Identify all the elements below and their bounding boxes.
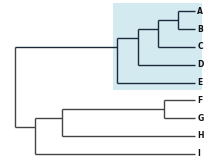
Text: C: C (197, 42, 203, 51)
Text: E: E (197, 78, 202, 87)
Text: H: H (197, 131, 204, 140)
Bar (113, 3, 202, 90)
Text: F: F (197, 96, 202, 105)
Text: G: G (197, 114, 204, 123)
Text: B: B (197, 25, 203, 34)
Text: A: A (197, 7, 203, 16)
Text: D: D (197, 60, 204, 69)
Text: I: I (197, 149, 200, 158)
